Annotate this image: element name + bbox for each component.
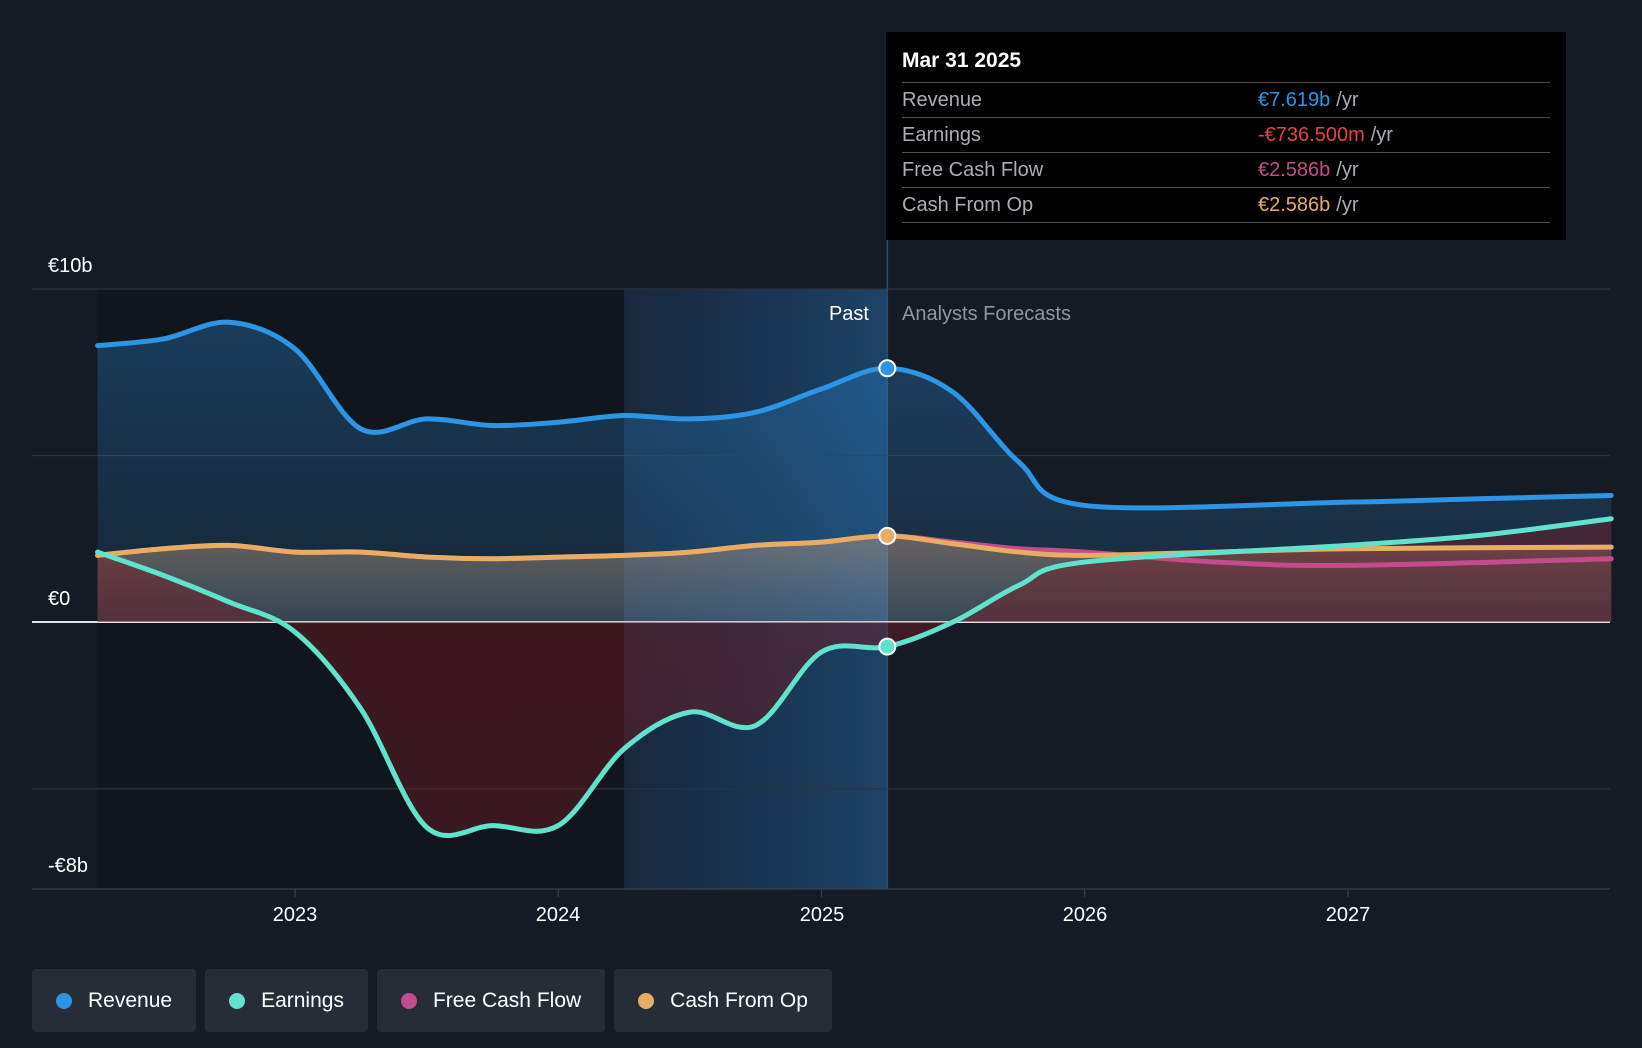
tooltip-row-label: Revenue bbox=[902, 89, 983, 111]
hover-tooltip: Mar 31 2025 Revenue €7.619b /yr Earnings… bbox=[886, 32, 1566, 240]
y-tick-label-bottom: -€8b bbox=[48, 855, 88, 877]
legend-dot-icon bbox=[638, 992, 655, 1009]
tooltip-date: Mar 31 2025 bbox=[902, 46, 1550, 83]
legend-item-earnings[interactable]: Earnings bbox=[205, 969, 368, 1032]
x-tick-label: 2024 bbox=[536, 904, 581, 926]
tooltip-row-value: €2.586b bbox=[1258, 159, 1331, 181]
tooltip-row-value: -€736.500m bbox=[1258, 124, 1365, 146]
area-fill-revenue bbox=[97, 322, 1612, 622]
y-tick-label-zero: €0 bbox=[48, 588, 70, 610]
x-tick-label: 2023 bbox=[273, 904, 318, 926]
tooltip-row-cash-from-op: Cash From Op €2.586b /yr bbox=[902, 188, 1550, 223]
tooltip-row-free-cash-flow: Free Cash Flow €2.586b /yr bbox=[902, 153, 1550, 188]
area-fill-earnings bbox=[97, 518, 1612, 836]
legend-item-revenue[interactable]: Revenue bbox=[32, 969, 197, 1032]
chart-legend: Revenue Earnings Free Cash Flow Cash Fro… bbox=[32, 969, 832, 1032]
y-tick-label-top: €10b bbox=[48, 255, 93, 277]
legend-dot-icon bbox=[229, 992, 246, 1009]
legend-label: Free Cash Flow bbox=[432, 988, 582, 1012]
marker-revenue bbox=[878, 359, 897, 378]
tooltip-row-value: €7.619b bbox=[1258, 89, 1331, 111]
tooltip-row-unit: /yr bbox=[1370, 124, 1393, 146]
tooltip-row-earnings: Earnings -€736.500m /yr bbox=[902, 118, 1550, 153]
legend-label: Revenue bbox=[88, 988, 173, 1012]
tooltip-row-label: Free Cash Flow bbox=[902, 159, 1044, 181]
legend-dot-icon bbox=[400, 992, 417, 1009]
x-tick-label: 2027 bbox=[1326, 904, 1371, 926]
legend-label: Cash From Op bbox=[670, 988, 808, 1012]
series-line-earnings bbox=[95, 516, 1614, 839]
tooltip-row-revenue: Revenue €7.619b /yr bbox=[902, 83, 1550, 118]
forecast-label: Analysts Forecasts bbox=[902, 303, 1071, 325]
past-label: Past bbox=[829, 303, 869, 325]
legend-item-cash-from-op[interactable]: Cash From Op bbox=[614, 969, 832, 1032]
marker-cash-from-op bbox=[878, 526, 897, 545]
tooltip-row-unit: /yr bbox=[1336, 159, 1359, 181]
legend-label: Earnings bbox=[261, 988, 344, 1012]
tooltip-row-label: Earnings bbox=[902, 124, 981, 146]
x-tick-label: 2025 bbox=[800, 904, 845, 926]
tooltip-row-unit: /yr bbox=[1336, 89, 1359, 111]
series-line-revenue bbox=[95, 319, 1614, 511]
tooltip-row-value: €2.586b bbox=[1258, 194, 1331, 216]
marker-earnings bbox=[878, 637, 897, 656]
legend-item-free-cash-flow[interactable]: Free Cash Flow bbox=[376, 969, 606, 1032]
legend-dot-icon bbox=[56, 992, 72, 1009]
x-tick-label: 2026 bbox=[1063, 904, 1108, 926]
tooltip-row-label: Cash From Op bbox=[902, 194, 1034, 216]
tooltip-row-unit: /yr bbox=[1336, 194, 1359, 216]
